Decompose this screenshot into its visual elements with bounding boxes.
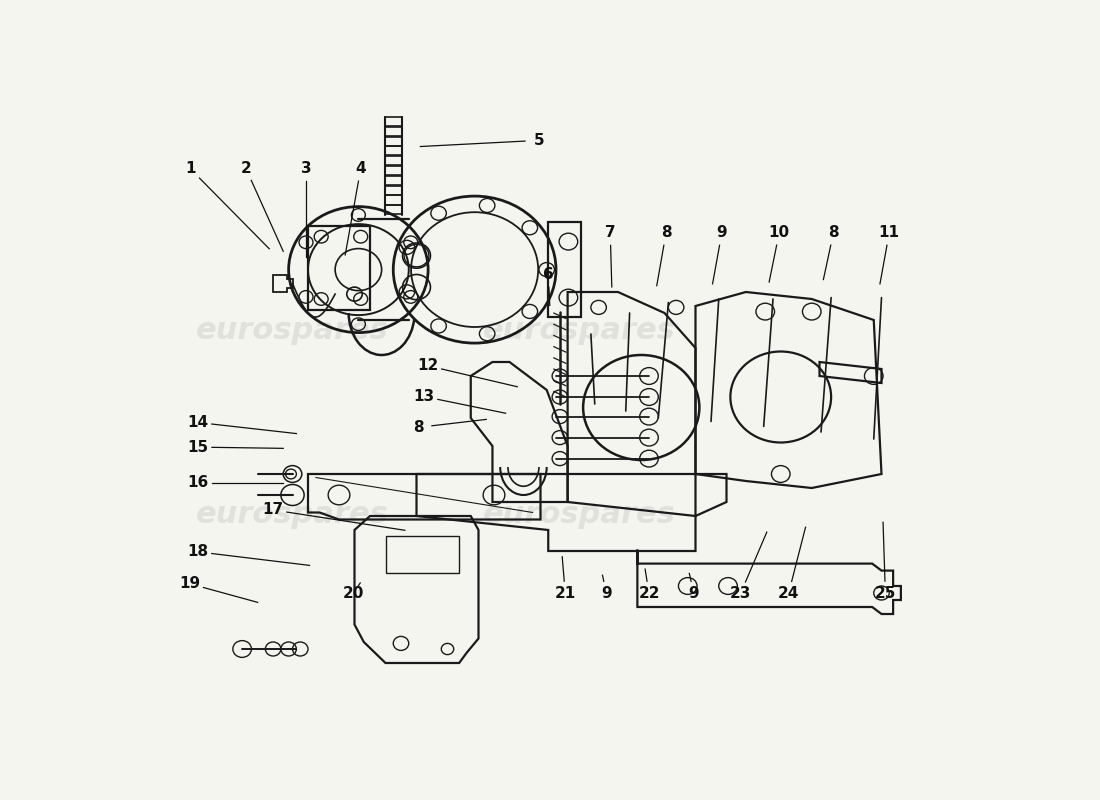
Text: 3: 3 [301, 161, 311, 176]
Text: 5: 5 [534, 133, 544, 148]
Bar [385, 137, 402, 146]
Text: 6: 6 [543, 267, 553, 282]
Text: 9: 9 [689, 586, 700, 602]
Text: 9: 9 [601, 586, 612, 602]
Text: 7: 7 [605, 226, 616, 240]
Bar [385, 166, 402, 175]
Text: 20: 20 [342, 586, 364, 602]
Bar [385, 146, 402, 155]
Bar [385, 176, 402, 185]
Text: 13: 13 [414, 389, 435, 404]
Text: eurospares: eurospares [483, 315, 675, 345]
Text: 14: 14 [187, 415, 209, 430]
Text: 4: 4 [355, 161, 366, 176]
Text: eurospares: eurospares [196, 500, 389, 530]
Text: 24: 24 [778, 586, 800, 602]
Bar [385, 117, 402, 126]
Text: 17: 17 [263, 502, 284, 518]
Text: 19: 19 [179, 576, 201, 591]
Text: 1: 1 [185, 161, 196, 176]
Text: 23: 23 [729, 586, 751, 602]
Text: eurospares: eurospares [483, 500, 675, 530]
Text: 21: 21 [554, 586, 576, 602]
Text: eurospares: eurospares [196, 315, 389, 345]
Text: 8: 8 [412, 420, 424, 435]
Text: 18: 18 [187, 544, 209, 559]
Bar [385, 186, 402, 194]
Text: 15: 15 [187, 440, 209, 454]
Text: 2: 2 [241, 161, 252, 176]
Text: 12: 12 [418, 358, 439, 374]
Text: 8: 8 [828, 226, 839, 240]
Bar [385, 126, 402, 136]
Text: 10: 10 [769, 226, 790, 240]
Text: 16: 16 [187, 475, 209, 490]
Bar [385, 156, 402, 166]
Bar [385, 195, 402, 205]
Bar [385, 205, 402, 214]
Text: 11: 11 [879, 226, 900, 240]
Text: 8: 8 [661, 226, 671, 240]
Text: 9: 9 [716, 226, 727, 240]
Text: 22: 22 [638, 586, 660, 602]
Text: 25: 25 [874, 586, 896, 602]
